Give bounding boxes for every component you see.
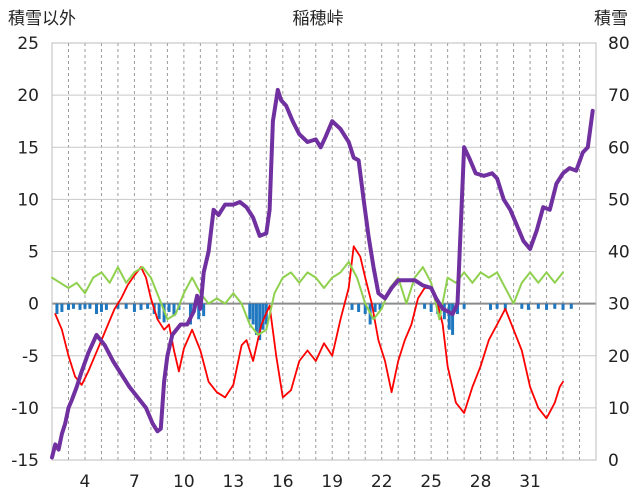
bar (55, 303, 59, 315)
bar (124, 303, 128, 309)
x-tick-label: 16 (272, 472, 294, 492)
right-y-tick-label: 40 (608, 243, 630, 263)
x-tick-label: 31 (519, 472, 541, 492)
bar (254, 303, 258, 335)
bar (488, 303, 492, 310)
plot-frame (51, 42, 597, 461)
right-y-tick-label: 0 (608, 451, 619, 471)
left-y-tick-label: 15 (17, 138, 39, 158)
green-series-line (51, 260, 564, 336)
bar (456, 303, 460, 315)
bar (503, 303, 507, 310)
bar (157, 303, 161, 320)
bar (146, 303, 150, 309)
line-series (50, 87, 595, 460)
left-y-tick-label: 25 (17, 34, 39, 54)
right-y-tick-label: 80 (608, 34, 630, 54)
tick-labels: -15 -10 -5 0 5 10 15 20 25 0 10 20 30 40 50 60 70 80 4 7 10 1… (11, 34, 629, 492)
bar (132, 303, 136, 312)
bar (350, 303, 354, 310)
left-y-tick-label: -15 (11, 451, 39, 471)
left-y-tick-label: 5 (28, 243, 39, 263)
right-y-tick-label: 10 (608, 399, 630, 419)
bar (202, 303, 206, 317)
bar (520, 303, 524, 309)
bar (423, 303, 427, 309)
right-y-tick-label: 70 (608, 86, 630, 106)
bar (261, 303, 265, 330)
bar (116, 303, 120, 309)
bar (88, 303, 92, 309)
bar (545, 303, 549, 310)
bar (429, 303, 433, 312)
bar (561, 303, 565, 310)
red-series-line (54, 245, 564, 420)
x-tick-label: 28 (470, 472, 492, 492)
bar (373, 303, 377, 312)
bar (83, 303, 87, 309)
x-tick-label: 7 (129, 472, 140, 492)
bar (95, 303, 99, 315)
bar (60, 303, 64, 312)
x-tick-label: 4 (80, 472, 91, 492)
x-tick-label: 19 (321, 472, 343, 492)
bar (363, 303, 367, 315)
bar (569, 303, 573, 309)
left-y-tick-label: -10 (11, 399, 39, 419)
right-y-tick-label: 30 (608, 295, 630, 315)
right-y-tick-label: 20 (608, 347, 630, 367)
bar (167, 303, 171, 312)
bar (357, 303, 361, 312)
bar (99, 303, 103, 312)
right-y-tick-label: 60 (608, 138, 630, 158)
bar (462, 303, 466, 309)
bar (172, 303, 176, 317)
bar (447, 303, 451, 330)
right-axis-title: 積雪 (594, 9, 628, 29)
bar (66, 303, 70, 310)
x-tick-label: 25 (420, 472, 442, 492)
bar (197, 303, 201, 320)
left-y-tick-label: 0 (28, 295, 39, 315)
bar (526, 303, 530, 310)
bar (251, 303, 255, 325)
bar (78, 303, 82, 310)
bar (248, 303, 252, 320)
right-y-tick-label: 50 (608, 190, 630, 210)
bar (104, 303, 108, 310)
grid (51, 42, 597, 461)
bar (258, 303, 262, 341)
x-tick-label: 10 (173, 472, 195, 492)
bar (139, 303, 143, 310)
left-axis-title: 積雪以外 (8, 9, 76, 29)
left-y-tick-label: 10 (17, 190, 39, 210)
bar (553, 303, 557, 309)
bar (495, 303, 499, 309)
bar (71, 303, 75, 309)
left-y-tick-label: -5 (22, 347, 39, 367)
x-tick-label: 22 (371, 472, 393, 492)
bar (378, 303, 382, 310)
x-tick-label: 13 (223, 472, 245, 492)
purple-series-line (50, 87, 595, 460)
left-y-tick-label: 20 (17, 86, 39, 106)
bar (536, 303, 540, 309)
chart-title: 稲穂峠 (293, 9, 344, 29)
bar (451, 303, 455, 335)
